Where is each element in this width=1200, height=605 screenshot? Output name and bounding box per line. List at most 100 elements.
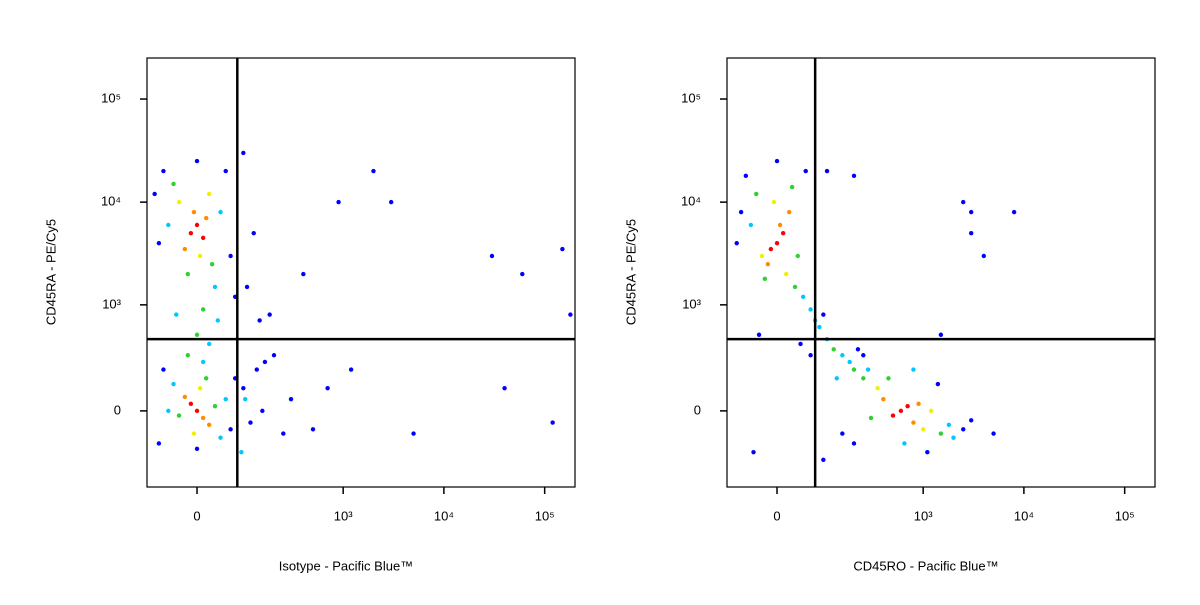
data-point	[194, 408, 200, 414]
panel: 0 10³ 10⁴ 10⁵ 0 10³ 10⁴ 10⁵ Isotype - Pacific Bl…	[43, 57, 576, 573]
data-point	[348, 367, 354, 372]
data-point	[223, 396, 228, 402]
data-point	[765, 261, 771, 267]
data-point	[905, 403, 910, 409]
data-point	[200, 307, 206, 312]
data-point	[961, 427, 966, 432]
data-point	[851, 367, 857, 372]
data-point	[281, 431, 286, 436]
data-point	[824, 168, 830, 174]
data-point	[502, 385, 507, 391]
y-axis-label: CD45RA - PE/Cy5	[623, 219, 638, 325]
data-point	[774, 240, 780, 246]
data-point	[786, 209, 792, 215]
data-point	[756, 332, 762, 337]
data-point	[243, 396, 248, 402]
data-point	[200, 359, 206, 365]
x-axis-label: Isotype - Pacific Blue™	[279, 558, 413, 573]
data-point	[981, 253, 986, 259]
data-point	[738, 209, 744, 215]
data-point	[176, 199, 182, 205]
data-point	[777, 222, 783, 228]
data-point	[194, 332, 200, 337]
data-point	[771, 199, 777, 205]
data-point	[762, 276, 768, 281]
data-point	[212, 284, 218, 290]
data-point	[868, 415, 874, 421]
data-point	[774, 158, 780, 164]
data-point	[834, 376, 839, 381]
x-tick-label: 10⁵	[535, 508, 555, 523]
data-point	[191, 209, 197, 215]
data-point	[228, 427, 233, 432]
data-point	[310, 427, 316, 432]
data-point	[215, 318, 221, 323]
data-point	[951, 435, 956, 440]
data-point	[520, 271, 525, 277]
data-point	[768, 246, 774, 252]
data-point	[206, 341, 212, 347]
data-point	[748, 222, 754, 228]
data-point	[200, 415, 206, 421]
data-point	[840, 353, 845, 358]
data-point	[389, 199, 394, 205]
data-point	[194, 222, 200, 228]
data-point	[754, 191, 759, 197]
data-point	[156, 240, 162, 246]
data-point	[271, 353, 277, 358]
data-point	[188, 401, 194, 407]
y-tick-label: 10³	[102, 296, 121, 311]
data-point	[795, 253, 801, 259]
plot-frame	[726, 57, 1156, 488]
data-point	[881, 396, 886, 402]
data-point	[260, 408, 265, 414]
data-point	[946, 422, 952, 428]
data-point	[262, 359, 268, 365]
data-point	[182, 246, 188, 252]
data-point	[780, 230, 786, 236]
data-point	[203, 215, 209, 221]
data-point	[241, 385, 246, 391]
data-point	[209, 261, 215, 267]
data-point	[991, 431, 996, 436]
x-tick-label: 0	[773, 508, 780, 523]
data-point	[174, 312, 179, 317]
data-point	[898, 408, 904, 414]
data-point	[212, 403, 218, 409]
data-point	[257, 318, 262, 323]
data-point	[171, 181, 176, 187]
data-point	[792, 284, 798, 290]
data-point	[156, 441, 162, 446]
data-point	[239, 449, 244, 455]
plot-frame	[146, 57, 576, 488]
data-point	[851, 441, 857, 446]
data-point	[161, 168, 166, 174]
data-point	[288, 396, 294, 402]
data-point	[938, 332, 944, 337]
data-point	[920, 427, 926, 432]
data-point	[911, 420, 916, 425]
data-point	[248, 420, 253, 425]
data-point	[851, 173, 857, 179]
data-point	[267, 312, 272, 317]
data-point	[560, 246, 565, 252]
data-point	[197, 385, 203, 391]
data-point	[928, 408, 934, 414]
data-point	[969, 230, 974, 236]
data-point	[241, 150, 246, 156]
data-point	[925, 449, 930, 455]
data-point	[798, 341, 803, 347]
data-point	[961, 199, 966, 205]
data-point	[197, 253, 203, 259]
data-point	[865, 367, 871, 372]
data-point	[743, 173, 749, 179]
data-point	[161, 367, 166, 372]
x-tick-label: 10³	[334, 508, 353, 523]
data-point	[176, 413, 182, 418]
data-point	[550, 420, 555, 425]
y-tick-label: 10³	[682, 296, 701, 311]
data-point	[191, 431, 197, 436]
data-point	[808, 307, 813, 312]
